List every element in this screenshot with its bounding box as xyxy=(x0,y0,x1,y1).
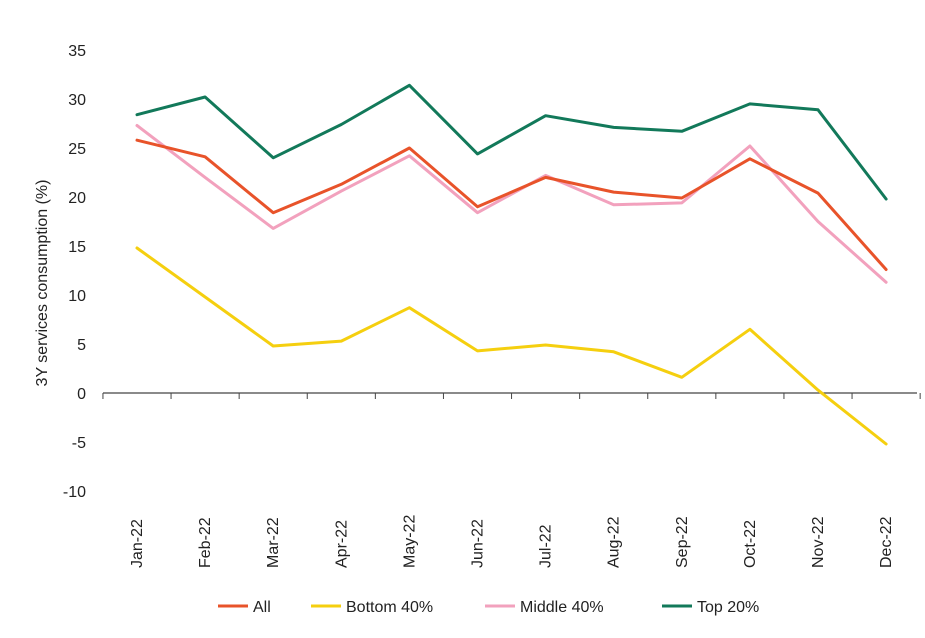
x-tick-label: Oct-22 xyxy=(742,520,759,568)
legend-label: Middle 40% xyxy=(520,599,604,616)
y-tick-label: 10 xyxy=(68,288,86,305)
y-tick-label: 5 xyxy=(77,337,86,354)
y-tick-label: 35 xyxy=(68,43,86,60)
x-tick-label: Apr-22 xyxy=(333,520,350,568)
x-tick-label: Feb-22 xyxy=(197,517,214,568)
y-tick-label: -10 xyxy=(63,484,86,501)
y-axis-title: 3Y services consumption (%) xyxy=(34,180,51,387)
legend-label: All xyxy=(253,599,271,616)
series-line-top-20 xyxy=(135,83,888,201)
x-tick-label: Dec-22 xyxy=(878,516,895,568)
legend-label: Bottom 40% xyxy=(346,599,433,616)
x-tick-label: Aug-22 xyxy=(606,516,623,568)
x-tick-label: Mar-22 xyxy=(265,517,282,568)
y-tick-label: 0 xyxy=(77,386,86,403)
x-tick-label: Sep-22 xyxy=(674,516,691,568)
y-tick-label: -5 xyxy=(72,435,86,452)
series-layer xyxy=(135,83,888,446)
x-tick-label: May-22 xyxy=(401,515,418,568)
x-tick-label: Nov-22 xyxy=(810,516,827,568)
legend: All Bottom 40% Middle 40% Top 20% xyxy=(218,599,759,616)
y-tick-label: 30 xyxy=(68,92,86,109)
y-axis: -10 -5 0 5 10 15 20 25 30 35 xyxy=(63,43,86,501)
series-line-middle-40 xyxy=(135,124,888,284)
y-tick-label: 15 xyxy=(68,239,86,256)
legend-label: Top 20% xyxy=(697,599,759,616)
series-line-bottom-40 xyxy=(135,246,888,446)
x-tick-label: Jan-22 xyxy=(129,519,146,568)
x-axis: Jan-22 Feb-22 Mar-22 Apr-22 May-22 Jun-22 Jul-… xyxy=(102,392,921,568)
x-tick-label: Jul-22 xyxy=(538,524,555,568)
x-tick-label: Jun-22 xyxy=(470,519,487,568)
y-tick-label: 20 xyxy=(68,190,86,207)
series-line-all xyxy=(135,138,888,271)
y-tick-label: 25 xyxy=(68,141,86,158)
